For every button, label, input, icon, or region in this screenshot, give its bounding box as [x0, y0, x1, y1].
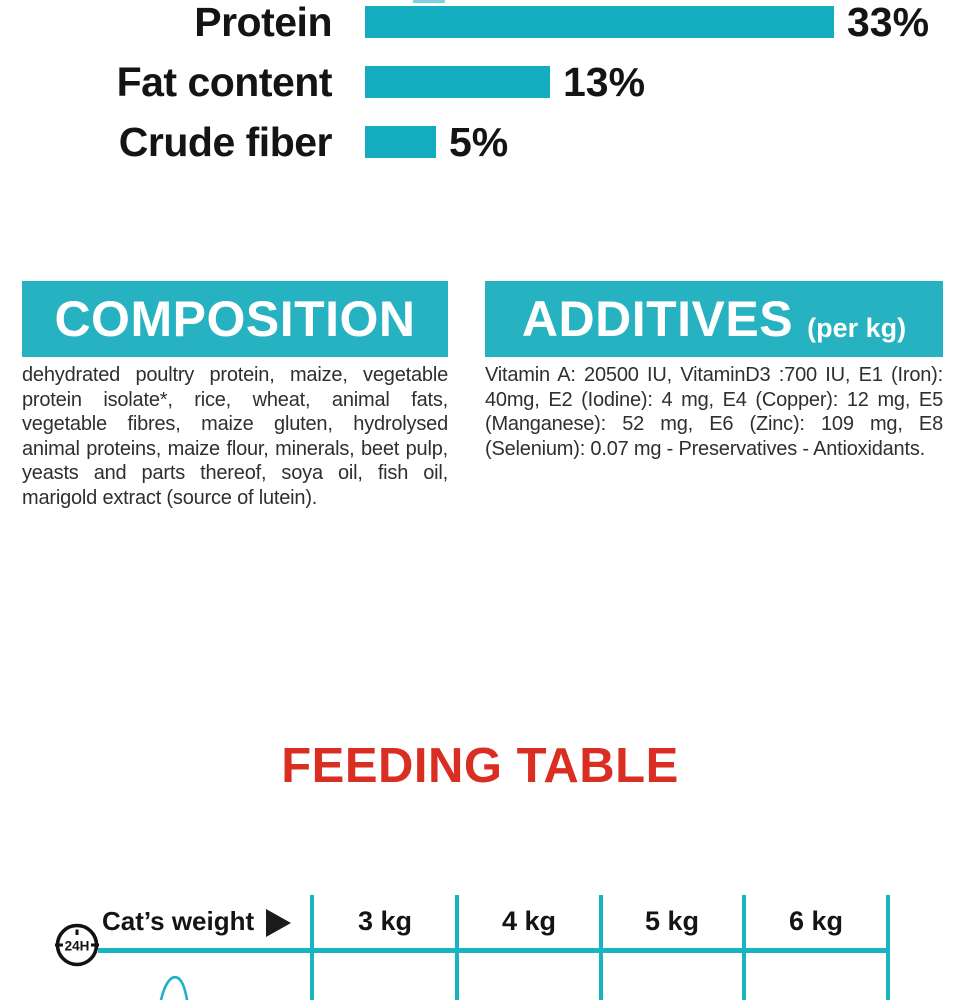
- column-header: 6 kg: [788, 906, 844, 936]
- chart-row: Protein 33%: [0, 0, 960, 45]
- chart-bar-value: 33%: [847, 0, 930, 45]
- arrow-right-icon: [266, 909, 291, 937]
- 24h-clock-label: 24H: [65, 939, 90, 954]
- table-vline: [599, 895, 603, 1000]
- column-header: 3 kg: [357, 906, 413, 936]
- table-vline: [310, 895, 314, 1000]
- cats-weight-label: Cat’s weight: [102, 906, 255, 936]
- chart-bar: [365, 126, 436, 158]
- table-hline: [98, 948, 890, 953]
- chart-bar-value: 5%: [449, 118, 509, 165]
- additives-title: ADDITIVES: [521, 291, 794, 347]
- chart-row-label: Protein: [194, 0, 332, 45]
- chart-row-label: Crude fiber: [118, 118, 333, 165]
- additives-header: ADDITIVES (per kg): [485, 281, 943, 357]
- composition-header: COMPOSITION: [22, 281, 448, 357]
- composition-body: dehydrated poultry protein, maize, veget…: [22, 364, 448, 509]
- table-vline: [886, 895, 890, 1000]
- table-vline: [455, 895, 459, 1000]
- table-vline: [742, 895, 746, 1000]
- chart-bar-value: 13%: [563, 58, 646, 105]
- cat-ear-outline-icon: [159, 975, 189, 1000]
- chart-bar: [365, 6, 834, 38]
- chart-row: Fat content 13%: [0, 59, 960, 105]
- cropped-bar-remnant: [413, 0, 445, 3]
- chart-row: Crude fiber 5%: [0, 119, 960, 165]
- chart-row-label: Fat content: [116, 58, 333, 105]
- feeding-table-title: FEEDING TABLE: [281, 739, 679, 793]
- additives-body: Vitamin A: 20500 IU, VitaminD3 :700 IU, …: [485, 364, 943, 460]
- column-header: 5 kg: [644, 906, 700, 936]
- 24h-clock-icon: 24H: [55, 923, 99, 967]
- additives-subtitle: (per kg): [807, 312, 907, 343]
- composition-title: COMPOSITION: [54, 291, 416, 347]
- column-header: 4 kg: [501, 906, 557, 936]
- chart-bar: [365, 66, 550, 98]
